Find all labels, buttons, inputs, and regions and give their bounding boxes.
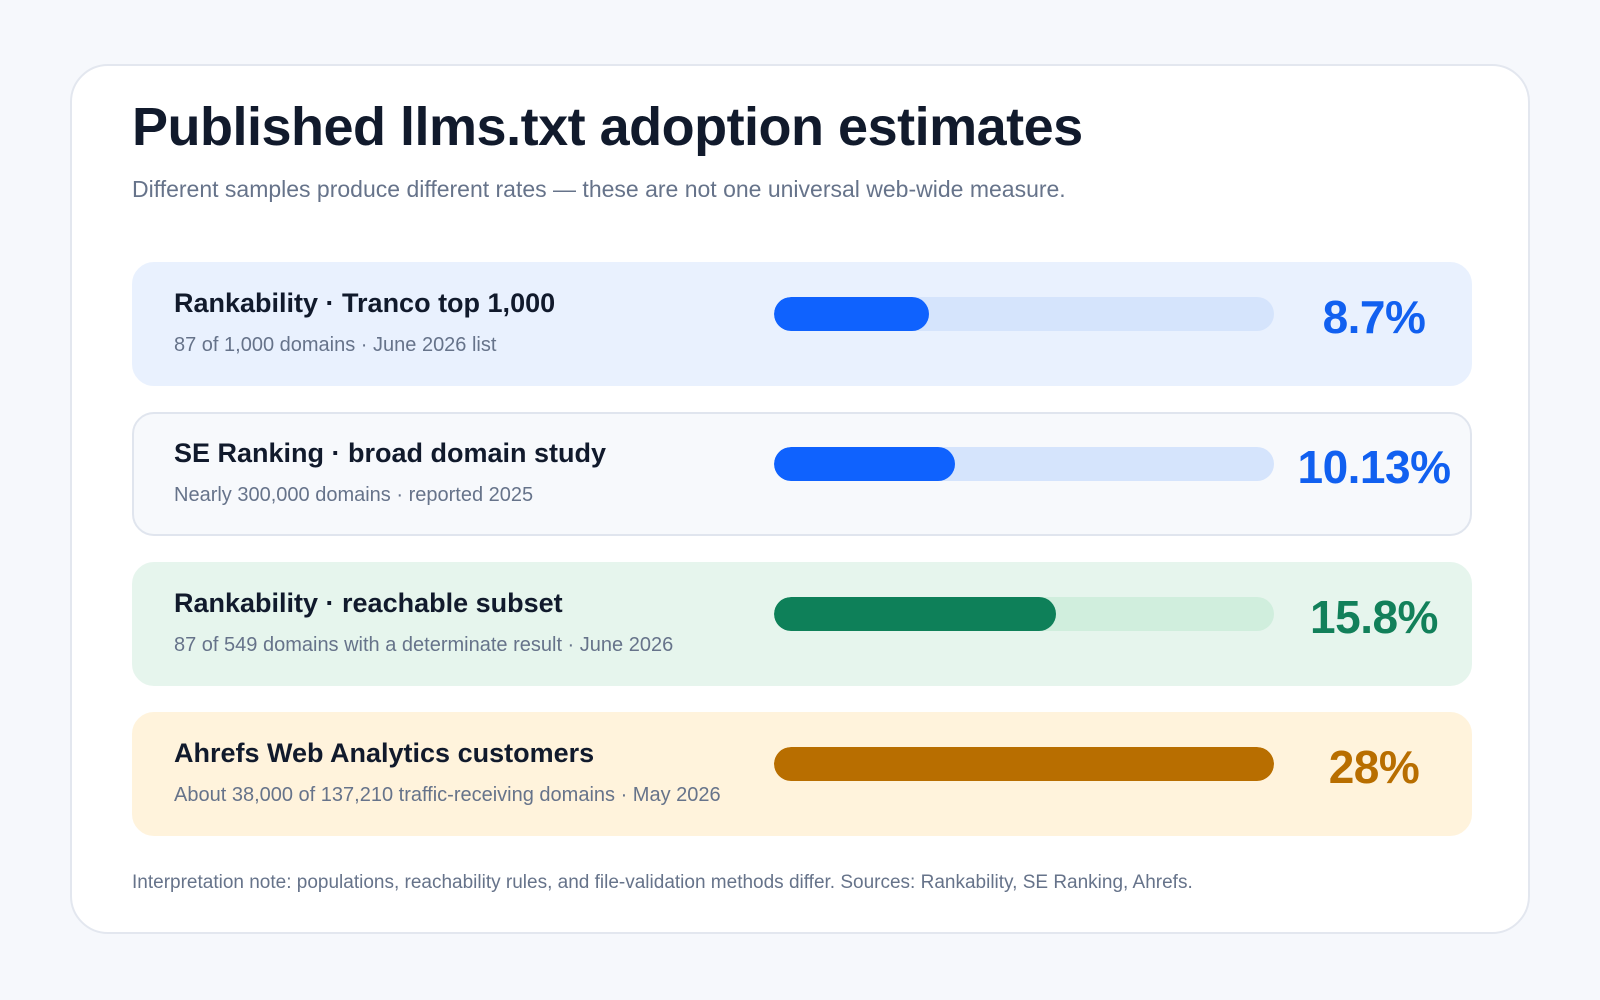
bar-track	[774, 447, 1274, 481]
row-sublabel: Nearly 300,000 domains · reported 2025	[174, 484, 534, 506]
bar-track	[774, 747, 1274, 781]
data-label: 28%	[1328, 741, 1420, 793]
bar	[774, 447, 955, 481]
row-label: SE Ranking · broad domain study	[174, 438, 607, 468]
bar	[774, 747, 1274, 781]
estimate-row: Rankability · Tranco top 1,000 87 of 1,00…	[132, 262, 1472, 386]
bar	[774, 597, 1057, 631]
row-sublabel: 87 of 549 domains with a determinate res…	[174, 634, 674, 656]
row-sublabel: 87 of 1,000 domains · June 2026 list	[174, 334, 497, 356]
estimate-row: Ahrefs Web Analytics customers About 38,0…	[132, 712, 1472, 836]
bar-track	[774, 297, 1274, 331]
data-label: 10.13%	[1297, 441, 1451, 493]
bar	[774, 297, 930, 331]
data-label: 8.7%	[1322, 291, 1426, 343]
chart-card: Published llms.txt adoption estimates Di…	[70, 64, 1530, 934]
row-label: Ahrefs Web Analytics customers	[174, 738, 595, 768]
row-sublabel: About 38,000 of 137,210 traffic-receivin…	[174, 784, 721, 806]
chart-subtitle: Different samples produce different rate…	[132, 176, 1066, 202]
row-label: Rankability · reachable subset	[174, 588, 563, 618]
chart-title: Published llms.txt adoption estimates	[132, 97, 1083, 157]
estimate-row: Rankability · reachable subset 87 of 549 …	[132, 562, 1472, 686]
estimate-rows: Rankability · Tranco top 1,000 87 of 1,00…	[132, 262, 1472, 862]
row-label: Rankability · Tranco top 1,000	[174, 288, 556, 318]
estimate-row: SE Ranking · broad domain study Nearly 30…	[132, 412, 1472, 536]
interpretation-note: Interpretation note: populations, reacha…	[132, 872, 1193, 893]
bar-track	[774, 597, 1274, 631]
data-label: 15.8%	[1310, 591, 1438, 643]
